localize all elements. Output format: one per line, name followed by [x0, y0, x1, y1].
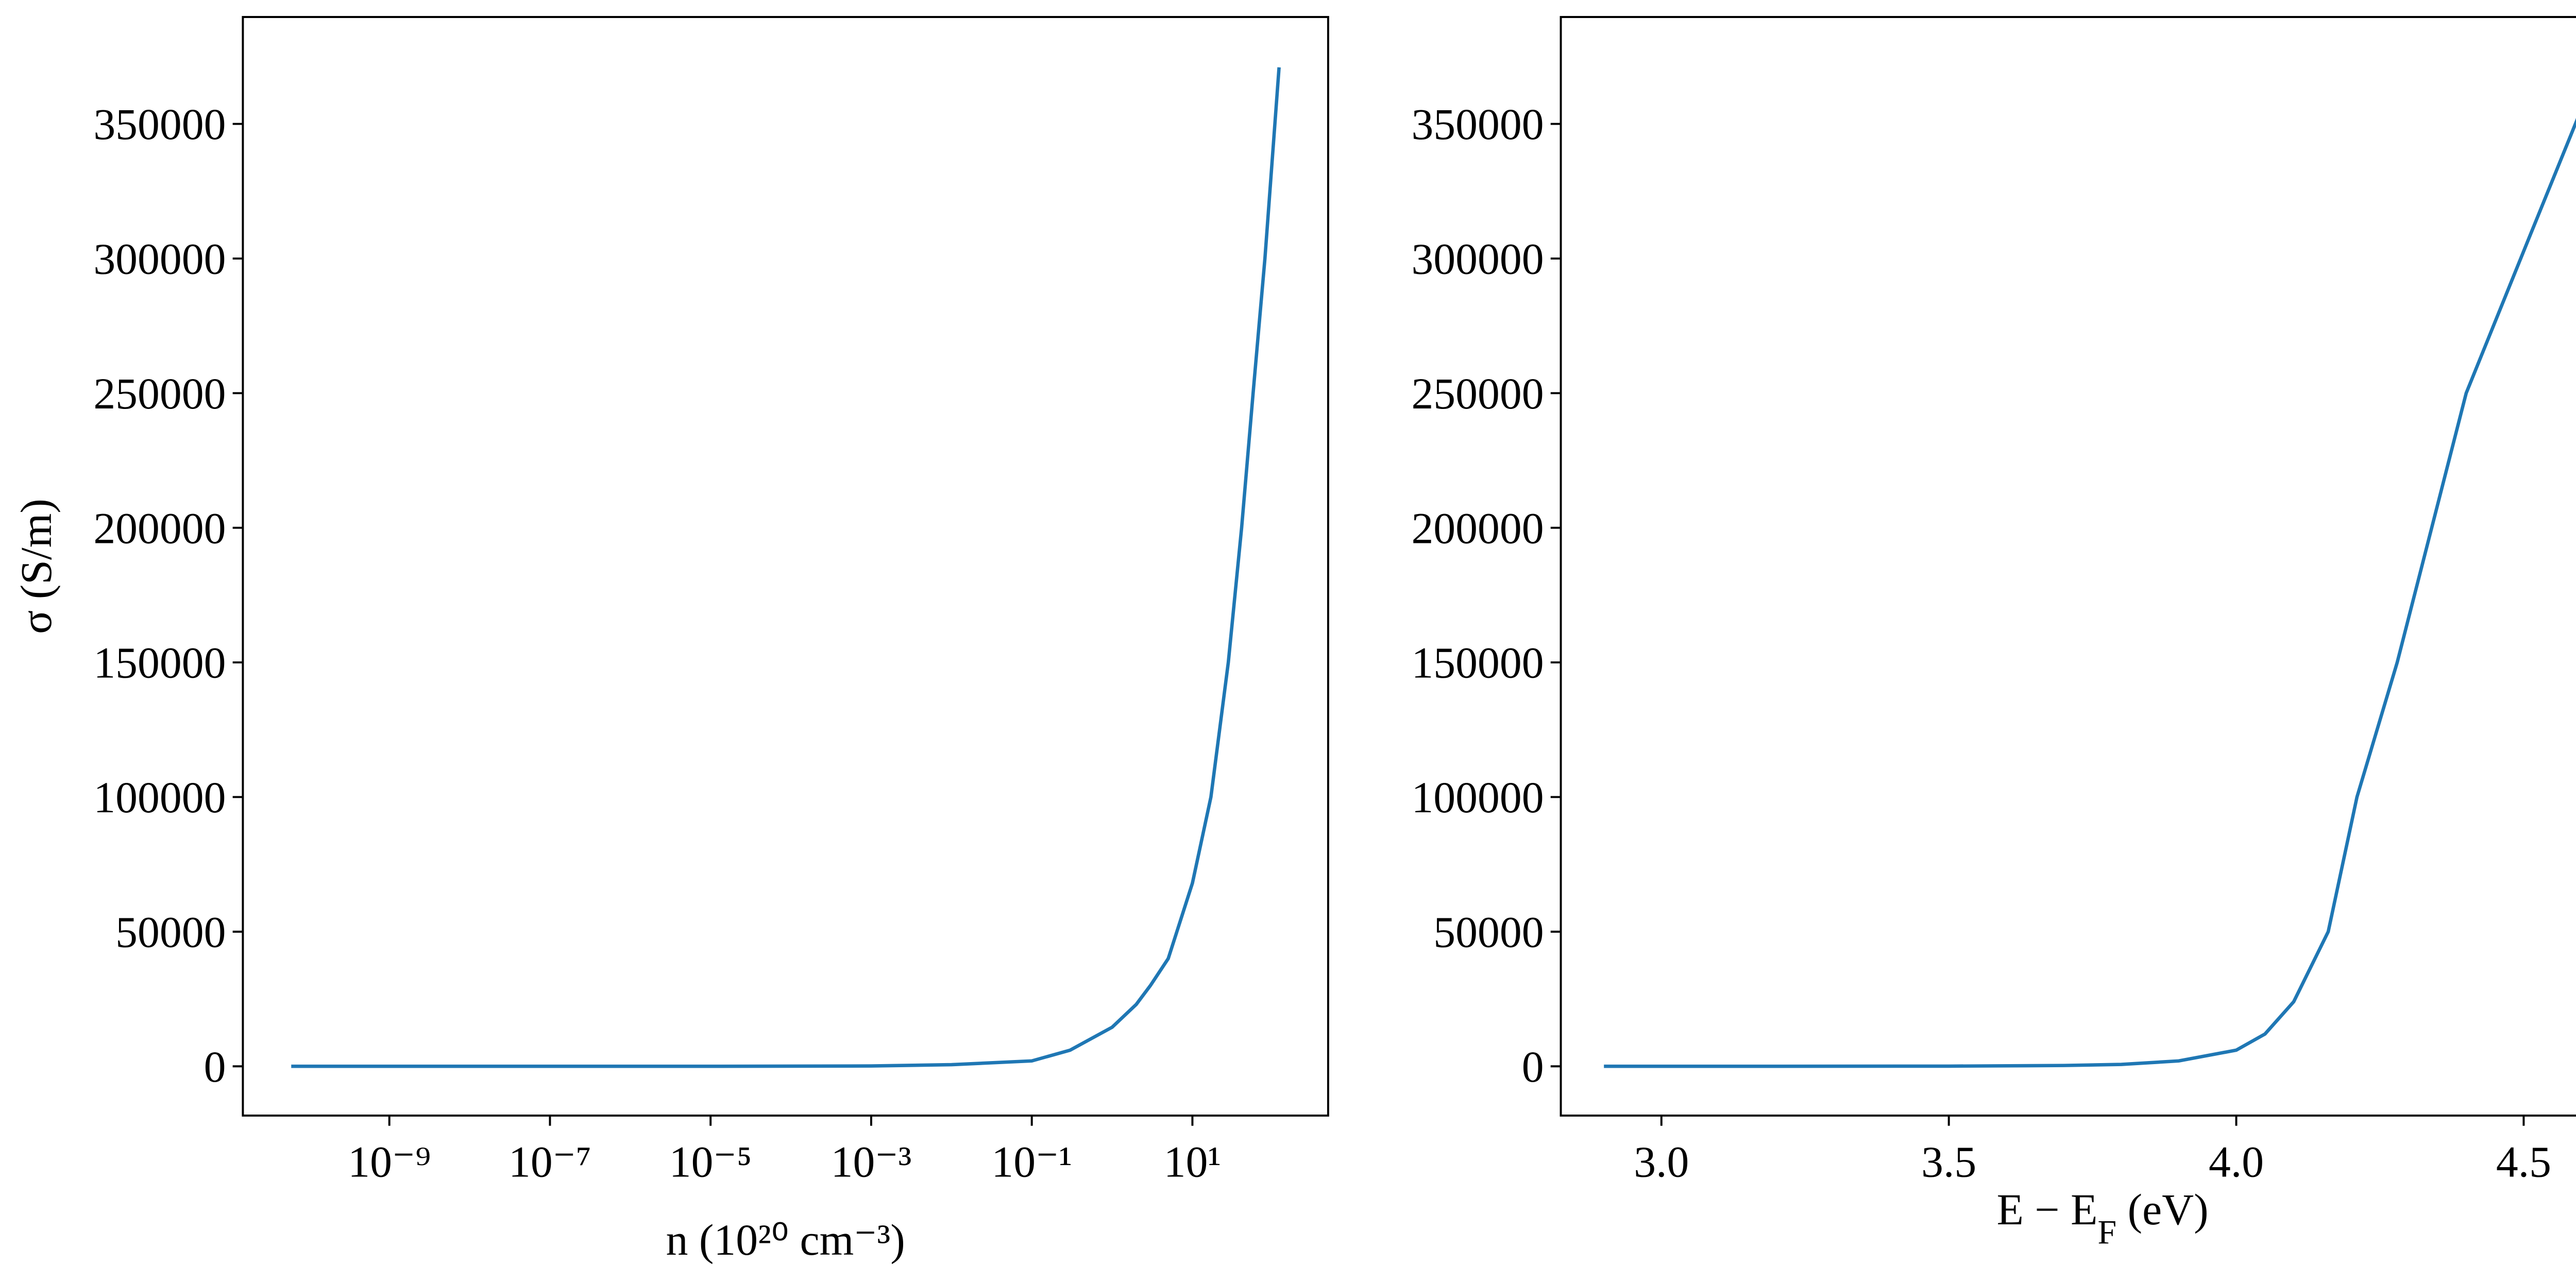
x-tick-label: 10⁻⁹ — [348, 1138, 431, 1187]
y-tick-label: 200000 — [1411, 504, 1544, 553]
y-tick-label: 300000 — [93, 235, 226, 284]
x-tick-label: 4.5 — [2496, 1138, 2551, 1187]
x-tick-label: 3.5 — [1921, 1138, 1976, 1187]
x-tick-label: 10⁻⁵ — [669, 1138, 752, 1187]
x-tick-label: 3.0 — [1634, 1138, 1689, 1187]
y-tick-label: 150000 — [1411, 639, 1544, 688]
x-axis-label-part: F — [2098, 1213, 2117, 1251]
y-tick-label: 250000 — [1411, 369, 1544, 418]
y-tick-label: 0 — [1522, 1042, 1544, 1091]
y-tick-label: 350000 — [1411, 100, 1544, 149]
x-axis-label-part: E − E — [1997, 1185, 2098, 1234]
y-axis-label: σ (S/m) — [12, 499, 61, 634]
x-axis-label: n (10²⁰ cm⁻³) — [666, 1216, 905, 1264]
y-tick-label: 300000 — [1411, 235, 1544, 284]
x-tick-label: 4.0 — [2209, 1138, 2264, 1187]
y-tick-label: 100000 — [1411, 773, 1544, 822]
x-tick-label: 10¹ — [1164, 1138, 1221, 1187]
x-tick-label: 10⁻³ — [831, 1138, 912, 1187]
y-tick-label: 350000 — [93, 100, 226, 149]
x-axis-label-part: (eV) — [2116, 1185, 2208, 1234]
y-tick-label: 0 — [204, 1042, 226, 1091]
y-tick-label: 100000 — [93, 773, 226, 822]
y-tick-label: 250000 — [93, 369, 226, 418]
data-line — [291, 67, 1281, 1068]
data-line — [1604, 117, 2576, 1068]
y-tick-label: 50000 — [1433, 908, 1544, 957]
y-tick-label: 50000 — [115, 908, 226, 957]
x-tick-label: 10⁻⁷ — [509, 1138, 591, 1187]
x-tick-label: 10⁻¹ — [991, 1138, 1072, 1187]
plot-frame — [1560, 16, 2576, 1117]
y-tick-label: 150000 — [93, 639, 226, 688]
y-tick-label: 200000 — [93, 504, 226, 553]
plot-frame — [242, 16, 1329, 1117]
x-axis-label: E − EF (eV) — [1997, 1185, 2209, 1251]
